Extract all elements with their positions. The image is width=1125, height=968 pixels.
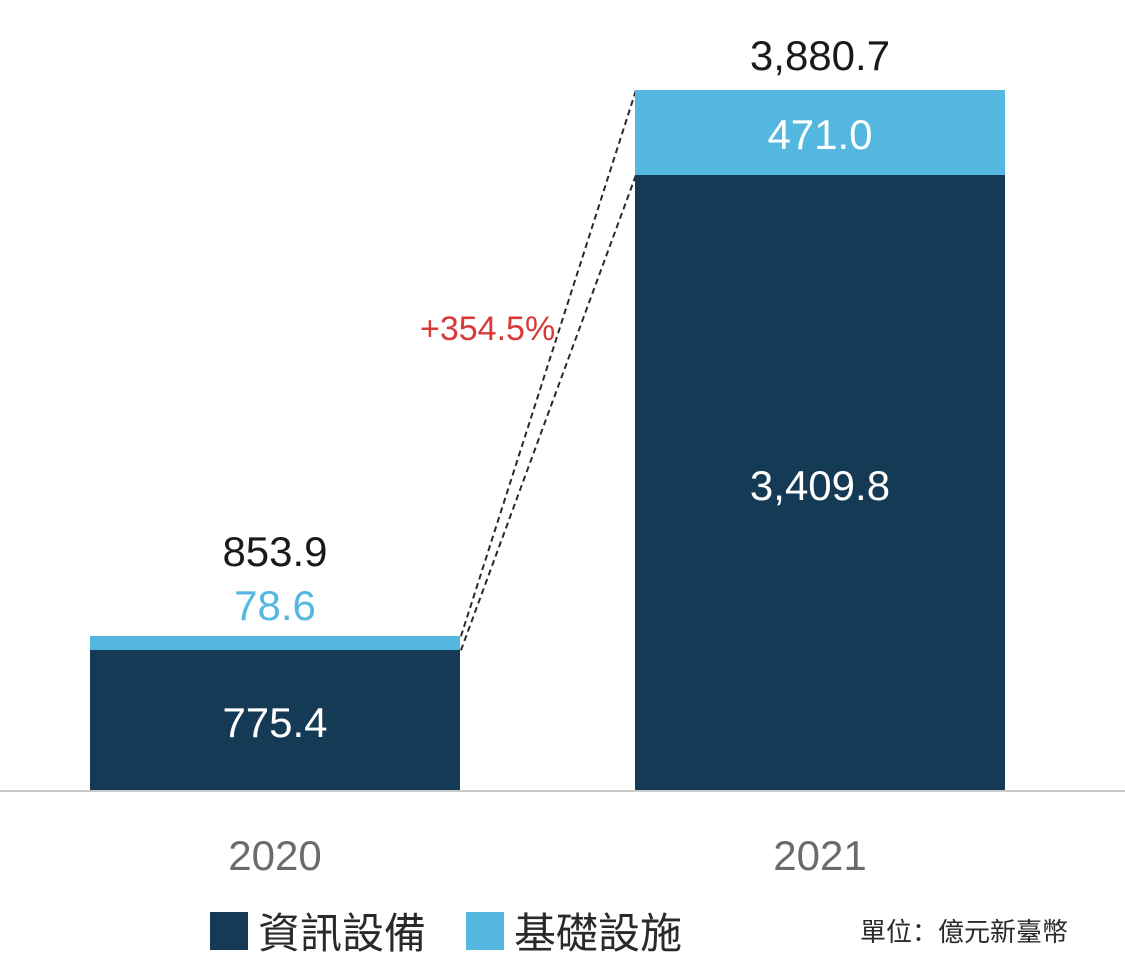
bar-group-2021: 3,409.8 471.0 3,880.7 <box>635 0 1005 790</box>
legend-label-light: 基礎設施 <box>514 900 682 961</box>
bar-2020-light <box>90 636 460 650</box>
bar-2020-dark-value: 775.4 <box>90 699 460 747</box>
legend: 資訊設備 基礎設施 <box>210 900 682 961</box>
chart-area: +354.5% 775.4 78.6 853.9 3,409.8 471.0 3… <box>0 0 1125 820</box>
bar-2021-light: 471.0 <box>635 90 1005 175</box>
bar-2021-total: 3,880.7 <box>635 32 1005 80</box>
legend-item-light: 基礎設施 <box>466 900 682 961</box>
legend-item-dark: 資訊設備 <box>210 900 426 961</box>
bar-2020-light-value: 78.6 <box>90 582 460 630</box>
connector-bottom <box>460 175 637 651</box>
unit-label: 單位：億元新臺幣 <box>860 912 1068 949</box>
bar-2021-dark: 3,409.8 <box>635 175 1005 790</box>
bar-2021-dark-value: 3,409.8 <box>635 462 1005 510</box>
legend-swatch-dark <box>210 912 248 950</box>
chart-baseline <box>0 790 1125 792</box>
x-label-2021: 2021 <box>720 832 920 880</box>
bar-2020-total: 853.9 <box>90 528 460 576</box>
legend-swatch-light <box>466 912 504 950</box>
bar-2021-light-value: 471.0 <box>635 111 1005 159</box>
bar-group-2020: 775.4 78.6 853.9 <box>90 0 460 790</box>
legend-label-dark: 資訊設備 <box>258 900 426 961</box>
connector-top <box>460 90 637 636</box>
x-label-2020: 2020 <box>175 832 375 880</box>
bar-2020-dark: 775.4 <box>90 650 460 790</box>
